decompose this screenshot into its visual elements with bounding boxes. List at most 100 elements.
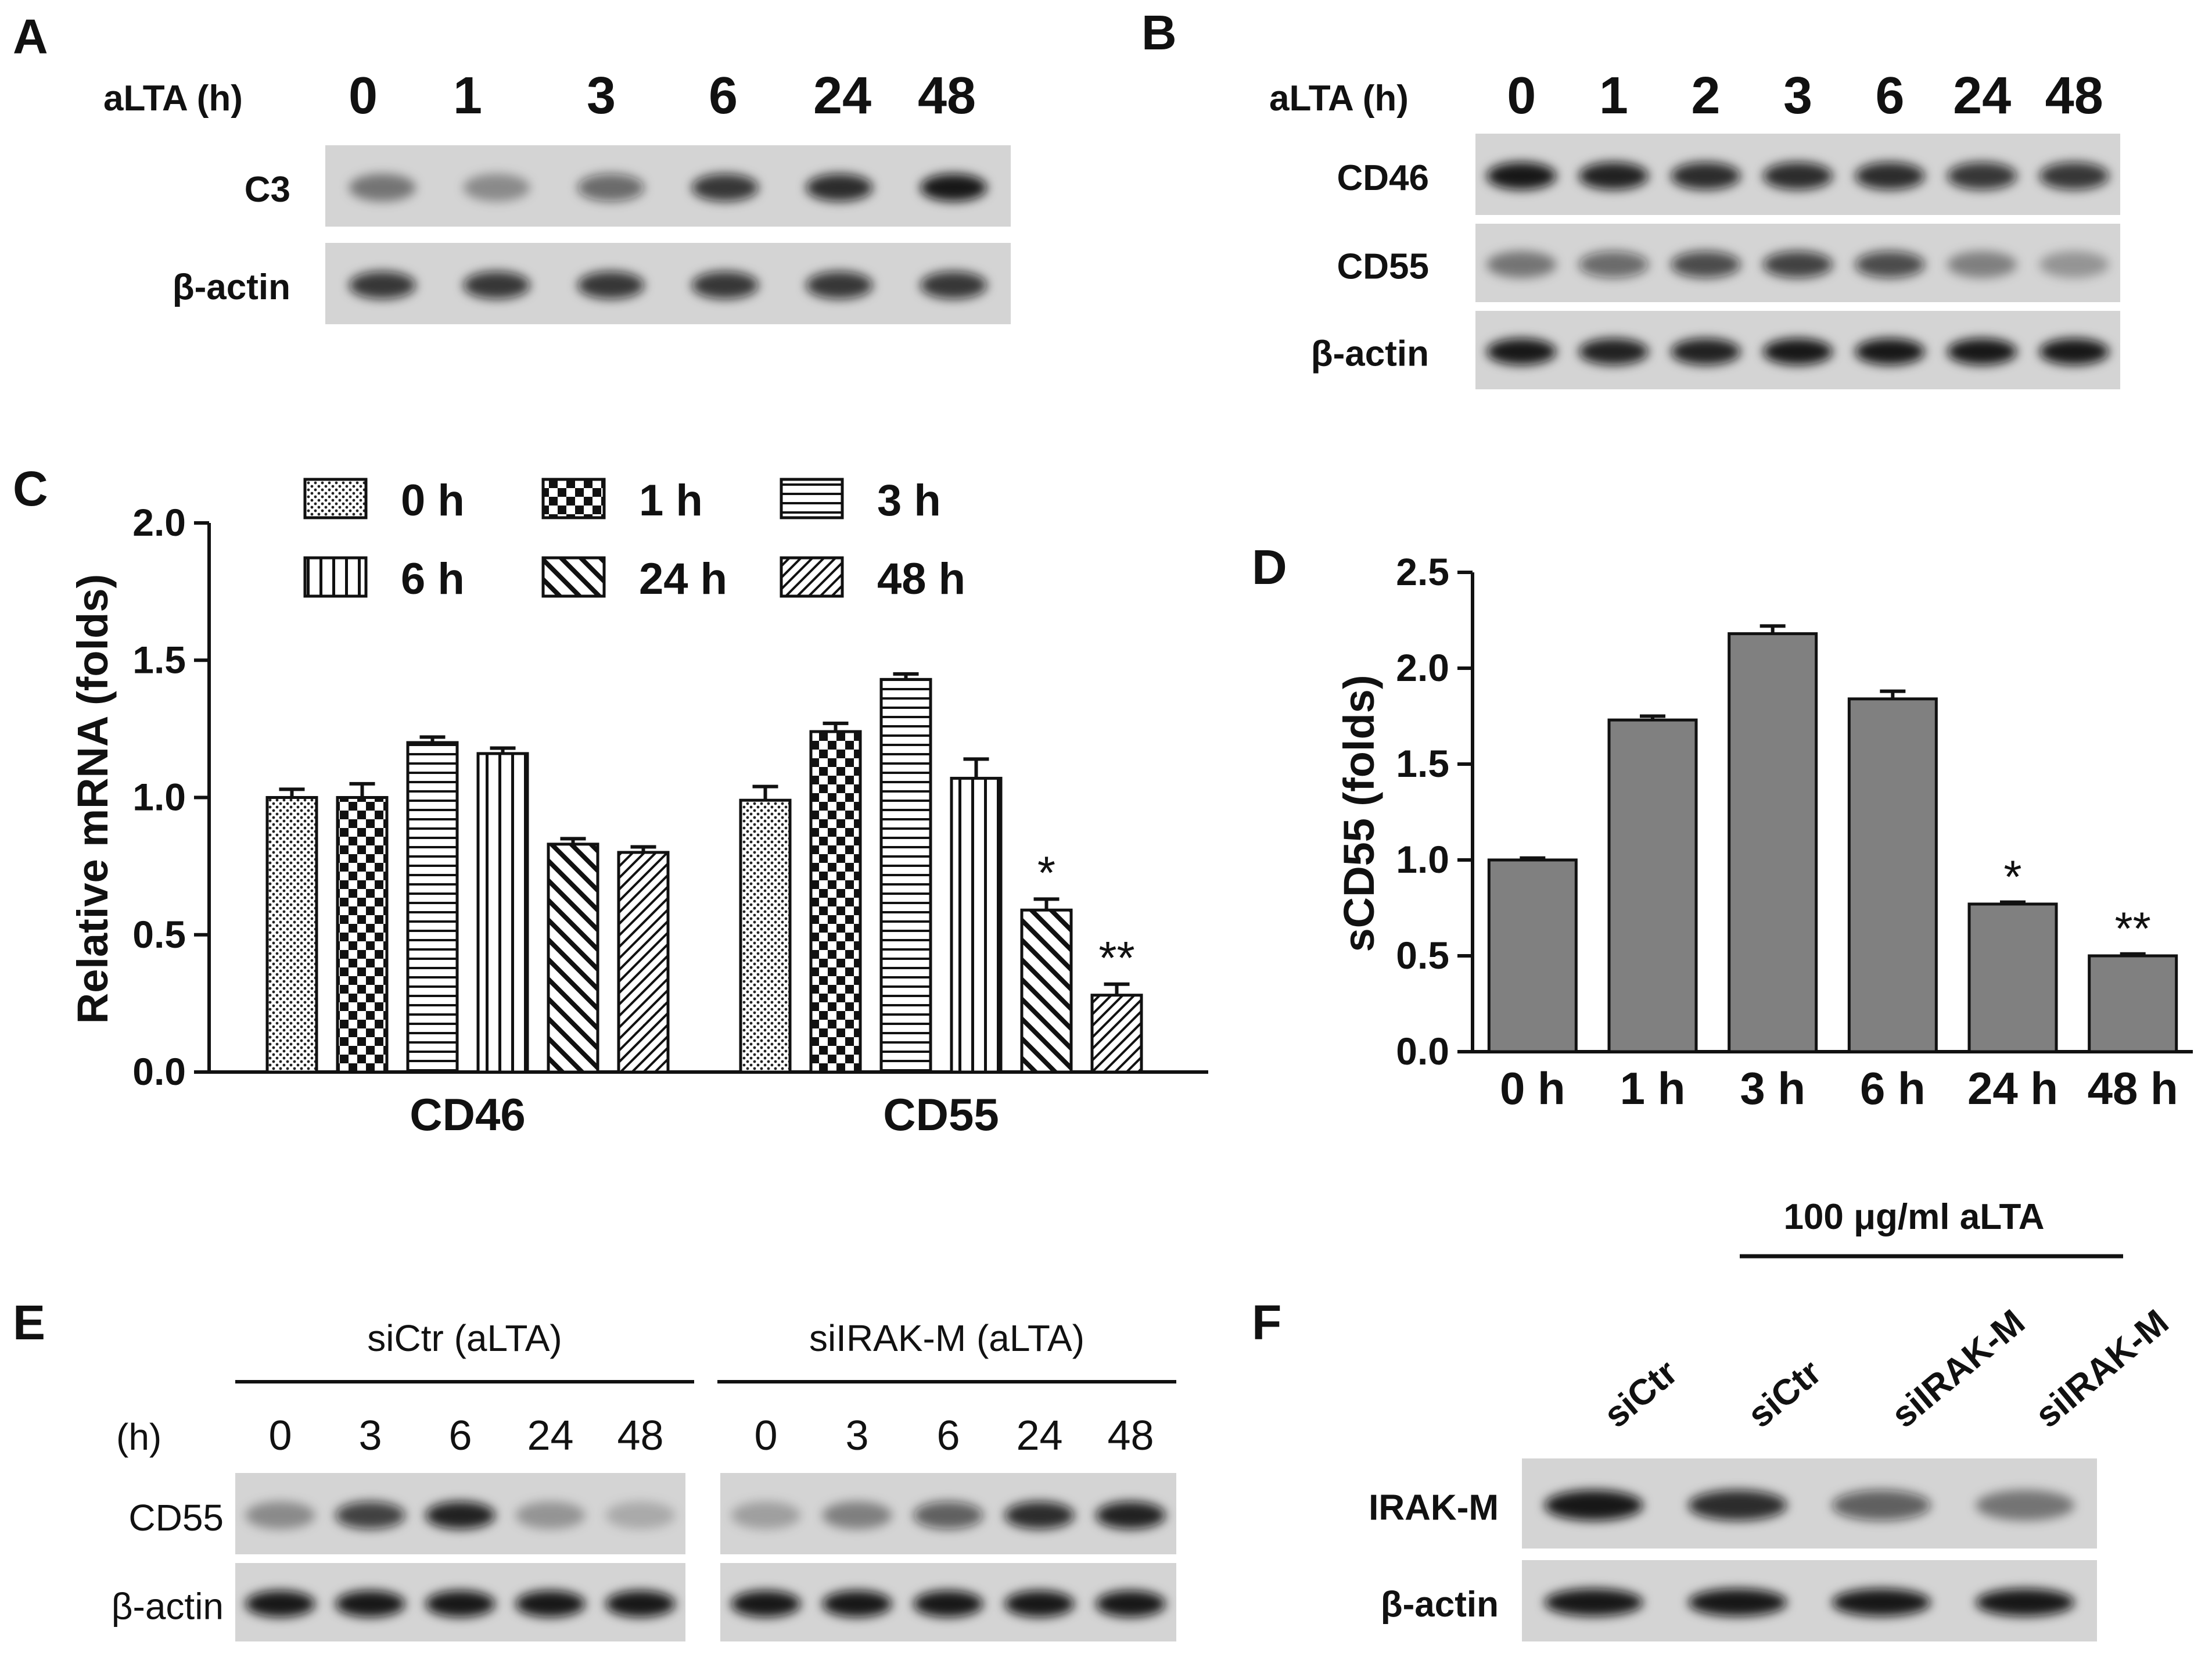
panel-f-row-0-band xyxy=(1544,1490,1643,1521)
panel-b-lane-label: 3 xyxy=(1783,67,1812,125)
panel-b-lane-label: 24 xyxy=(1953,67,2011,125)
panel-b-row-2-band xyxy=(1578,338,1649,365)
panel-b-row-1-band xyxy=(1947,251,2017,278)
panel-b-lane-label: 0 xyxy=(1507,67,1536,125)
panel-e-g0-row-1-band xyxy=(605,1590,676,1618)
panel-a-row-0-band xyxy=(691,174,759,202)
panel-d-category-label: 3 h xyxy=(1740,1063,1805,1114)
panel-letter-c: C xyxy=(13,461,48,516)
panel-f-treatment-label: 100 μg/ml aLTA xyxy=(1783,1197,2044,1237)
panel-e-g1-row-1-band xyxy=(1004,1590,1075,1618)
panel-c-legend-swatch xyxy=(303,556,368,598)
panel-d-ylabel: sCD55 (folds) xyxy=(1335,675,1383,952)
panel-b-row-0-band xyxy=(1763,162,1833,190)
panel-c-y-tick-label: 0.5 xyxy=(132,913,186,956)
panel-letter-e: E xyxy=(13,1295,45,1350)
panel-c-category-label: CD46 xyxy=(410,1089,525,1140)
panel-d-category-label: 24 h xyxy=(1967,1063,2058,1114)
panel-c-bar xyxy=(265,796,318,1074)
panel-b-row-2-band xyxy=(1855,338,1925,365)
panel-b-row-1-band xyxy=(1763,251,1833,278)
panel-e-row-label: CD55 xyxy=(128,1497,224,1539)
panel-a-row-0-band xyxy=(577,174,645,202)
panel-c-y-tick-label: 1.5 xyxy=(132,638,186,681)
panel-a-lane-label: 1 xyxy=(453,67,482,125)
panel-e-time-label: (h) xyxy=(116,1416,161,1458)
panel-c-y-tick-label: 0.0 xyxy=(132,1050,186,1093)
panel-c-legend-swatch xyxy=(541,556,606,598)
panel-d-y-tick-label: 2.0 xyxy=(1396,646,1449,689)
panel-b-lane-label: 48 xyxy=(2045,67,2103,125)
panel-e-g1-row-0-band xyxy=(822,1501,892,1529)
panel-a-row-0-membrane xyxy=(325,145,1011,227)
panel-e-lane-label: 24 xyxy=(527,1413,573,1459)
panel-b-lane-label: 6 xyxy=(1876,67,1905,125)
panel-c-bar xyxy=(879,678,932,1074)
panel-c-bar xyxy=(739,798,792,1074)
panel-e-group-title-1: siCtr (aLTA) xyxy=(367,1317,562,1359)
panel-c-bar xyxy=(476,752,529,1074)
panel-b-row-1-band xyxy=(1486,251,1557,278)
panel-c-y-tick-label: 1.0 xyxy=(132,776,186,819)
panel-e-g1-row-1-band xyxy=(1096,1590,1166,1618)
panel-b-row-1-band xyxy=(1578,251,1649,278)
panel-b-row-0-band xyxy=(1486,162,1557,190)
panel-f-row-1-band xyxy=(1688,1589,1787,1616)
panel-b-row-2-band xyxy=(1947,338,2017,365)
panel-c-bar xyxy=(1090,994,1143,1074)
panel-a-western-blot: aLTA (h) 0 1 3 6 24 48 C3 β-actin xyxy=(103,67,1011,324)
panel-e-lane-label: 0 xyxy=(754,1413,777,1459)
panel-f-lane-label: siCtr xyxy=(1740,1352,1829,1436)
panel-c-bar xyxy=(950,776,1003,1074)
panel-c-ylabel: Relative mRNA (folds) xyxy=(69,574,117,1024)
panel-f-row-0-band xyxy=(1832,1490,1931,1521)
panel-d-category-label: 0 h xyxy=(1500,1063,1565,1114)
panel-d-y-tick-label: 0.5 xyxy=(1396,934,1449,977)
panel-b-row-0-band xyxy=(1671,162,1741,190)
panel-e-g0-row-1-band xyxy=(425,1590,495,1618)
panel-e-row-label: β-actin xyxy=(112,1585,224,1627)
panel-d-category-label: 48 h xyxy=(2088,1063,2178,1114)
panel-b-row-1-band xyxy=(2039,251,2109,278)
panel-c-legend-label: 3 h xyxy=(877,476,941,525)
panel-a-row-0-band xyxy=(920,174,988,202)
panel-e-lane-label: 24 xyxy=(1016,1413,1062,1459)
panel-d-y-tick-label: 0.0 xyxy=(1396,1030,1449,1073)
panel-letter-f: F xyxy=(1252,1295,1281,1350)
panel-c-y-tick-label: 2.0 xyxy=(132,501,186,544)
panel-b-row-label: CD46 xyxy=(1337,158,1429,198)
panel-f-lane-label: siIRAK-M xyxy=(2028,1302,2176,1436)
panel-a-row-1-membrane xyxy=(325,243,1011,324)
panel-a-row-1-band xyxy=(691,271,759,299)
panel-c-chart: Relative mRNA (folds) 0.0 0.5 1.0 1.5 2.0 CD4… xyxy=(69,476,1208,1140)
panel-e-g0-row-0-band xyxy=(335,1501,405,1529)
panel-c-bar xyxy=(336,796,389,1074)
panel-d-significance: * xyxy=(2003,851,2021,903)
panel-c-category-label: CD55 xyxy=(883,1089,999,1140)
panel-a-row-0-band xyxy=(349,174,416,202)
panel-b-row-1-band xyxy=(1671,251,1741,278)
panel-c-bar xyxy=(1020,908,1073,1074)
panel-e-western-blot: (h) siCtr (aLTA) siIRAK-M (aLTA) 0 3 6 24 48… xyxy=(112,1317,1176,1641)
panel-b-lane-label: 2 xyxy=(1691,67,1720,125)
panel-f-row-1-band xyxy=(1544,1589,1643,1616)
panel-e-g1-row-0-band xyxy=(1004,1501,1075,1529)
panel-d-chart: sCD55 (folds) 0.0 0.5 1.0 1.5 2.0 2.5 0 h 1 h 3 … xyxy=(1335,550,2193,1114)
panel-a-lane-label: 0 xyxy=(349,67,378,125)
panel-f-row-0-band xyxy=(1976,1490,2075,1521)
panel-letter-a: A xyxy=(13,9,48,64)
panel-f-lane-label: siIRAK-M xyxy=(1884,1302,2032,1436)
panel-f-row-1-band xyxy=(1976,1589,2075,1616)
panel-a-row-1-band xyxy=(806,271,873,299)
panel-e-g0-row-1-band xyxy=(245,1590,315,1618)
panel-e-g1-row-1-band xyxy=(731,1590,801,1618)
panel-a-row-label: β-actin xyxy=(173,267,290,307)
panel-e-g1-row-0-band xyxy=(731,1501,801,1529)
panel-d-category-label: 1 h xyxy=(1620,1063,1686,1114)
panel-a-row-0-band xyxy=(806,174,873,202)
panel-a-lane-label: 48 xyxy=(918,67,976,125)
panel-a-lane-label: 24 xyxy=(813,67,871,125)
panel-a-row-label: C3 xyxy=(245,170,290,210)
panel-c-bar xyxy=(809,730,862,1074)
